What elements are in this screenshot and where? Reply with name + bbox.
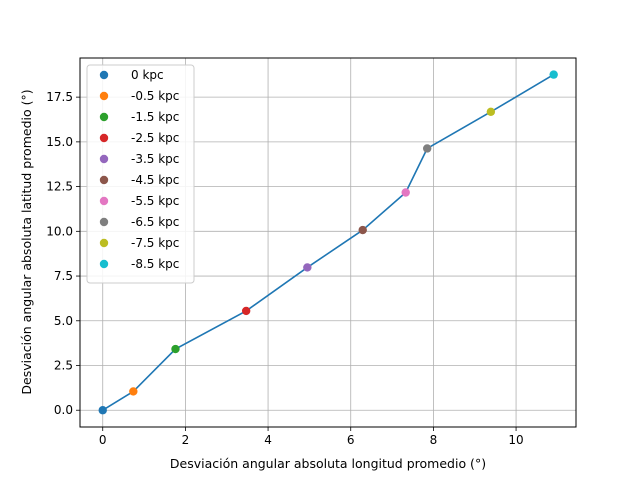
- legend-marker: [99, 238, 109, 248]
- y-tick-label: 2.5: [54, 359, 73, 373]
- data-point: [486, 107, 496, 117]
- data-point: [303, 263, 312, 272]
- data-point: [129, 387, 138, 396]
- x-tick-label: 6: [347, 433, 355, 447]
- legend-marker: [99, 70, 109, 80]
- y-tick-label: 5.0: [54, 314, 73, 328]
- legend-label: -7.5 kpc: [131, 236, 179, 250]
- x-tick-label: 10: [508, 433, 523, 447]
- legend-label: -6.5 kpc: [131, 215, 179, 229]
- legend-marker: [99, 259, 109, 269]
- data-point: [241, 306, 251, 316]
- y-axis-ticks: 0.0 2.5 5.0 7.5 10.0 12.5 15.0 17.5: [46, 90, 80, 417]
- series-line: [102, 73, 555, 411]
- legend-box: [86, 64, 195, 284]
- data-point: [98, 406, 107, 415]
- x-axis-label: Desviación angular absoluta longitud pro…: [170, 456, 486, 471]
- legend: 0 kpc -0.5 kpc -1.5 kpc -2.5 kpc -3.5 kpc -4.…: [86, 64, 195, 284]
- y-tick-label: 0.0: [54, 403, 73, 417]
- x-axis-ticks: 0 2 4 6 8 10: [99, 427, 524, 447]
- data-point: [171, 344, 180, 354]
- legend-marker: [99, 154, 109, 164]
- x-tick-label: 8: [430, 433, 438, 447]
- data-point: [423, 144, 432, 153]
- legend-label: -1.5 kpc: [131, 110, 179, 124]
- legend-marker: [99, 217, 109, 227]
- plot-frame: [79, 57, 577, 428]
- legend-label: -3.5 kpc: [131, 152, 179, 166]
- y-tick-label: 7.5: [54, 269, 73, 283]
- legend-label: -0.5 kpc: [131, 89, 179, 103]
- data-points: [98, 70, 558, 415]
- legend-marker: [99, 91, 109, 101]
- legend-label: -4.5 kpc: [131, 173, 179, 187]
- legend-label: -2.5 kpc: [131, 131, 179, 145]
- data-point: [401, 188, 410, 197]
- y-axis-label: Desviación angular absoluta latitud prom…: [19, 89, 34, 394]
- legend-label: -5.5 kpc: [131, 194, 179, 208]
- x-tick-label: 4: [264, 433, 272, 447]
- connecting-line: [102, 73, 555, 411]
- legend-label: 0 kpc: [131, 68, 164, 82]
- legend-label: -8.5 kpc: [131, 257, 179, 271]
- legend-marker: [99, 175, 109, 185]
- y-tick-label: 17.5: [46, 90, 73, 104]
- y-tick-label: 12.5: [46, 180, 73, 194]
- legend-marker: [99, 112, 109, 122]
- x-tick-label: 2: [182, 433, 190, 447]
- legend-marker: [99, 196, 109, 206]
- y-tick-label: 10.0: [46, 224, 73, 238]
- legend-marker: [99, 133, 109, 143]
- x-tick-label: 0: [99, 433, 107, 447]
- data-point: [549, 70, 558, 79]
- data-point: [358, 225, 367, 235]
- y-tick-label: 15.0: [46, 135, 73, 149]
